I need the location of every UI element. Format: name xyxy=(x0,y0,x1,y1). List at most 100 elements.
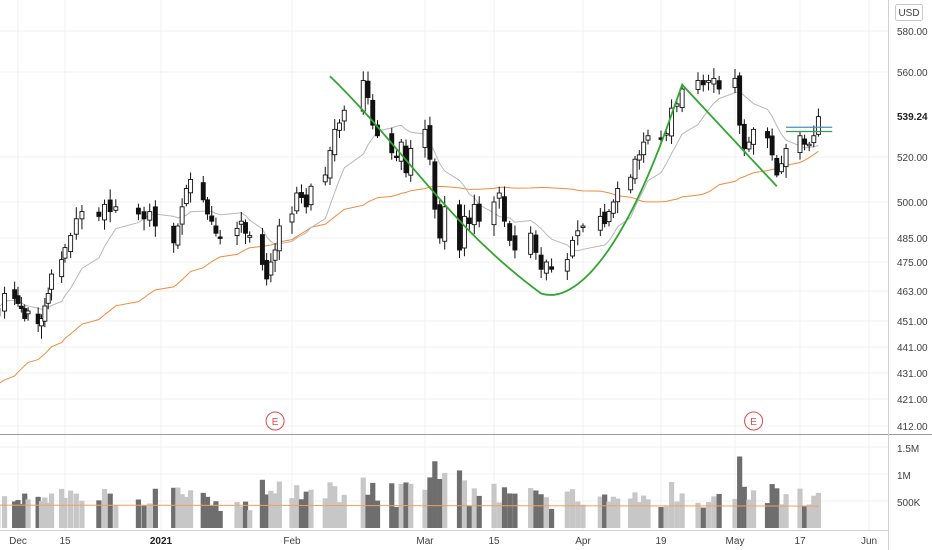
candle-up xyxy=(2,293,8,312)
candle-up xyxy=(806,143,812,147)
currency-badge[interactable]: USD xyxy=(895,4,923,21)
time-tick-label: Mar xyxy=(416,536,434,547)
volume-bar xyxy=(658,507,664,528)
candle-down xyxy=(107,199,113,213)
volume-bar xyxy=(732,498,738,528)
candle-up xyxy=(528,232,534,255)
candle-up xyxy=(797,135,803,154)
candle-down xyxy=(466,217,472,225)
volume-axis: 1.5M 1M 500K xyxy=(897,444,921,509)
candle-down xyxy=(427,125,433,160)
volume-bar xyxy=(234,502,240,528)
earnings-marker[interactable]: E xyxy=(744,411,764,431)
volume-bar xyxy=(528,488,534,528)
volume-bar xyxy=(48,493,55,528)
volume-bar xyxy=(538,494,544,528)
time-tick-label: 2021 xyxy=(150,536,173,547)
volume-bar xyxy=(737,456,743,528)
candle-up xyxy=(322,174,328,183)
candle-down xyxy=(533,234,539,253)
earnings-marker[interactable]: E xyxy=(265,411,285,431)
fast-moving-average xyxy=(0,91,819,310)
volume-bar xyxy=(741,486,747,528)
price-tick-label: 580.00 xyxy=(897,27,928,38)
candle-up xyxy=(25,310,31,315)
volume-bar xyxy=(422,489,428,528)
candle-down xyxy=(457,204,462,251)
volume-bar xyxy=(179,494,185,528)
price-axis[interactable]: 580.00 560.00 520.00 500.00 485.00 475.00 463.… xyxy=(897,27,928,433)
time-axis[interactable]: Dec 15 2021 Feb Mar 15 Apr 19 May 17 Jun xyxy=(9,536,877,547)
candle-up xyxy=(610,201,616,214)
price-tick-label: 520.00 xyxy=(897,153,928,164)
candle-down xyxy=(152,206,158,227)
candle-up xyxy=(706,80,712,83)
volume-bar xyxy=(746,499,752,528)
volume-bar xyxy=(45,502,51,528)
volume-bar xyxy=(393,506,400,528)
volume-bar xyxy=(580,504,586,528)
volume-bar xyxy=(107,493,113,528)
candle-down xyxy=(549,266,555,270)
volume-bar xyxy=(101,489,108,528)
volume-bar xyxy=(461,480,468,528)
volume-bar xyxy=(501,487,508,528)
candle-up xyxy=(679,88,685,109)
volume-bar xyxy=(294,485,300,528)
time-tick-label: Jun xyxy=(861,536,877,547)
earnings-marker-circle xyxy=(744,411,764,431)
price-tick-label: 485.00 xyxy=(897,234,928,245)
volume-bar xyxy=(22,493,28,528)
candlesticks xyxy=(0,68,821,339)
price-tick-label: 475.00 xyxy=(897,258,928,269)
candle-up xyxy=(39,318,44,327)
price-tick-label: 431.00 xyxy=(897,369,928,380)
volume-bar xyxy=(606,501,612,528)
candle-up xyxy=(815,116,821,135)
volume-bar xyxy=(171,487,177,528)
candle-down xyxy=(432,161,438,210)
volume-average-line xyxy=(0,504,819,507)
candle-down xyxy=(700,80,706,86)
candle-up xyxy=(615,188,621,203)
candle-up xyxy=(471,203,477,226)
volume-bar xyxy=(332,486,338,528)
candle-up xyxy=(641,141,647,156)
candle-up xyxy=(732,77,738,88)
volume-bar xyxy=(200,492,206,528)
volume-bar xyxy=(113,505,119,528)
volume-bar xyxy=(512,493,518,528)
volume-bar xyxy=(336,502,343,528)
volume-bar xyxy=(437,479,443,528)
volume-bar xyxy=(628,498,634,528)
candle-down xyxy=(502,196,507,222)
candle-down xyxy=(15,295,21,304)
volume-bar xyxy=(507,493,513,528)
volume-bar xyxy=(62,497,68,528)
volume-bar xyxy=(183,496,189,528)
volume-bar xyxy=(700,507,706,528)
volume-bar xyxy=(764,503,771,528)
candle-down xyxy=(299,192,304,198)
volume-bar xyxy=(152,488,158,528)
volume-bar xyxy=(663,506,669,528)
candle-up xyxy=(238,220,244,225)
volume-bar xyxy=(204,496,211,528)
candle-up xyxy=(575,230,581,237)
candle-up xyxy=(42,305,48,322)
volume-bar xyxy=(35,496,41,528)
volume-bar xyxy=(716,493,722,528)
candle-down xyxy=(264,260,270,280)
candle-down xyxy=(769,135,775,156)
volume-bar xyxy=(289,498,295,528)
volume-bar xyxy=(25,499,31,528)
volume-bar xyxy=(476,495,482,528)
candle-up xyxy=(751,128,757,145)
volume-bar xyxy=(602,494,608,528)
volume-bar xyxy=(641,495,647,528)
volume-bar xyxy=(147,503,153,528)
volume-bar xyxy=(432,461,438,528)
volume-bar xyxy=(496,502,502,528)
candle-up xyxy=(778,163,784,173)
